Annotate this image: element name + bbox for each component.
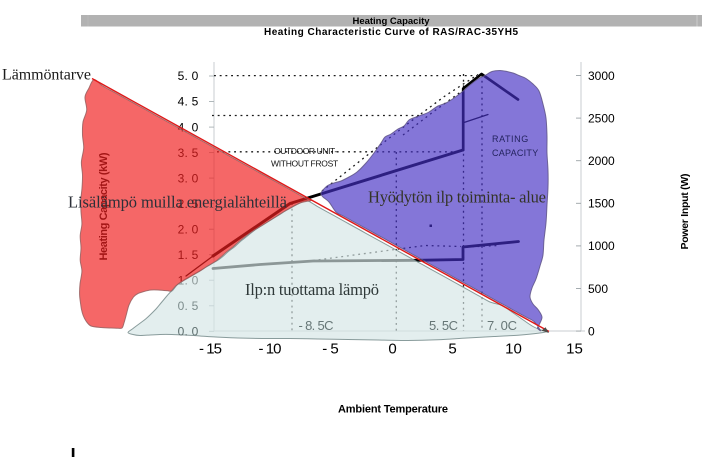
- svg-text:Ilp:n tuottama lämpö: Ilp:n tuottama lämpö: [245, 280, 379, 299]
- svg-text:- 5: - 5: [322, 341, 339, 358]
- svg-text:- 8. 5C: - 8. 5C: [299, 318, 334, 333]
- svg-text:CAPACITY: CAPACITY: [492, 148, 539, 158]
- svg-text:1500: 1500: [588, 197, 615, 211]
- svg-text:1000: 1000: [588, 239, 615, 253]
- svg-text:Hyödytön ilp toiminta- alue: Hyödytön ilp toiminta- alue: [368, 188, 546, 207]
- svg-text:0: 0: [588, 324, 595, 338]
- svg-text:Ambient Temperature: Ambient Temperature: [338, 404, 448, 416]
- svg-text:Lämmöntarve: Lämmöntarve: [2, 67, 91, 84]
- svg-text:Lisälämpö muilla energialähtei: Lisälämpö muilla energialähteillä: [68, 192, 288, 211]
- svg-text:0. 0: 0. 0: [178, 325, 199, 339]
- svg-text:4. 5: 4. 5: [178, 95, 199, 109]
- svg-text:5: 5: [448, 341, 456, 358]
- svg-text:0. 5: 0. 5: [178, 299, 199, 313]
- svg-text:5. 5C: 5. 5C: [429, 318, 458, 333]
- svg-text:RATING: RATING: [492, 134, 529, 144]
- svg-text:3000: 3000: [588, 69, 615, 83]
- svg-text:7. 0C: 7. 0C: [487, 318, 517, 333]
- svg-text:15: 15: [566, 341, 583, 358]
- svg-text:Power Input (W): Power Input (W): [679, 174, 691, 250]
- svg-text:0: 0: [388, 341, 396, 358]
- svg-text:2500: 2500: [588, 111, 615, 125]
- svg-text:2000: 2000: [588, 154, 615, 168]
- svg-text:- 10: - 10: [259, 341, 282, 358]
- svg-text:500: 500: [588, 282, 608, 296]
- svg-text:WITHOUT FROST: WITHOUT FROST: [271, 158, 339, 168]
- svg-text:OUTDOOR UNIT-: OUTDOOR UNIT-: [274, 146, 338, 156]
- svg-text:Heating Characteristic Curve o: Heating Characteristic Curve of RAS/RAC-…: [264, 27, 518, 38]
- svg-text:- 15: - 15: [199, 341, 222, 358]
- svg-text:5. 0: 5. 0: [178, 69, 199, 83]
- svg-text:Heating Capacity: Heating Capacity: [352, 16, 430, 27]
- svg-text:10: 10: [505, 341, 522, 358]
